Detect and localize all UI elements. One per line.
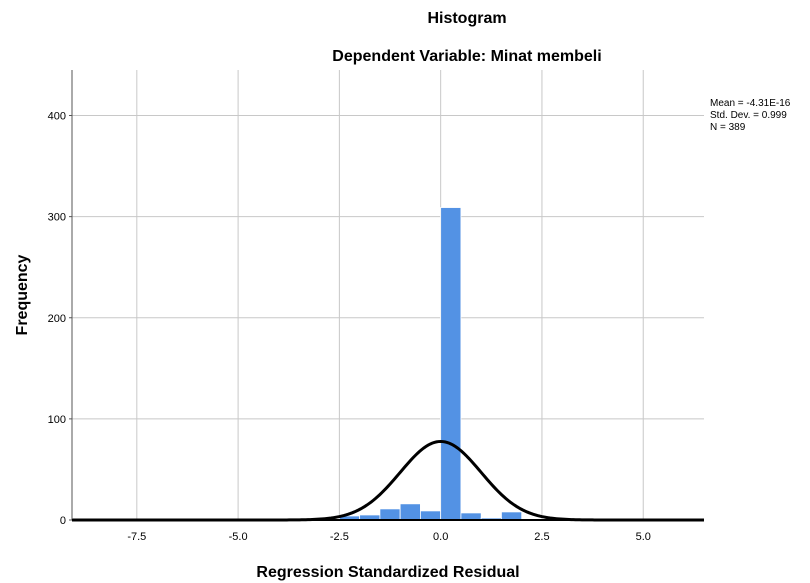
x-tick-label: -5.0 — [229, 531, 248, 543]
histogram-bar — [379, 508, 401, 521]
x-tick-labels: -7.5 -5.0 -2.5 0.0 2.5 5.0 — [127, 531, 651, 543]
normal-curve — [72, 439, 704, 522]
grid — [72, 70, 704, 520]
x-tick-label: -2.5 — [330, 531, 349, 543]
x-tick-label: 2.5 — [534, 531, 549, 543]
chart-title: Histogram — [427, 10, 506, 27]
axes — [71, 70, 704, 521]
y-tick-label: 400 — [48, 111, 66, 123]
y-tick-label: 0 — [60, 515, 66, 527]
stats-box: Mean = -4.31E-16 Std. Dev. = 0.999 N = 3… — [710, 98, 791, 133]
stats-mean: Mean = -4.31E-16 — [710, 98, 791, 109]
x-tick-label: 5.0 — [636, 531, 651, 543]
histogram-bar — [420, 510, 442, 521]
histogram-bar — [440, 207, 462, 521]
histogram-bar — [501, 511, 523, 521]
y-tick-label: 200 — [48, 313, 66, 325]
stats-std-dev: Std. Dev. = 0.999 — [710, 110, 787, 121]
x-axis-label: Regression Standardized Residual — [256, 564, 519, 581]
histogram-bar — [460, 512, 482, 521]
x-tick-label: -7.5 — [127, 531, 146, 543]
y-tick-label: 100 — [48, 414, 66, 426]
x-tick-label: 0.0 — [433, 531, 448, 543]
y-axis-label: Frequency — [14, 254, 31, 335]
chart-subtitle: Dependent Variable: Minat membeli — [332, 48, 601, 65]
y-tick-labels: 0 100 200 300 400 — [48, 111, 72, 527]
stats-n: N = 389 — [710, 122, 746, 133]
y-tick-label: 300 — [48, 212, 66, 224]
histogram-bar — [399, 503, 421, 521]
